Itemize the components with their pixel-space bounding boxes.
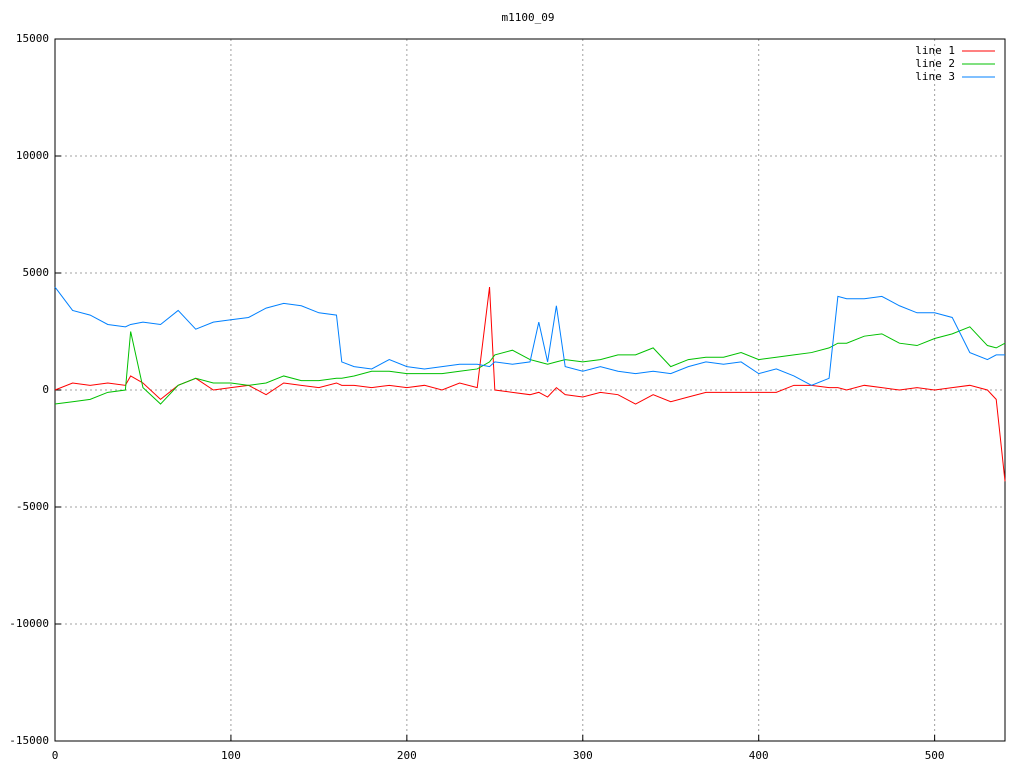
series-line (54, 286, 1006, 482)
x-tick-label: 200 (397, 749, 417, 762)
y-tick-label: 10000 (16, 149, 49, 162)
x-tick-label: 500 (925, 749, 945, 762)
legend-label: line 3 (915, 70, 955, 83)
x-tick-label: 100 (221, 749, 241, 762)
x-tick-label: 400 (749, 749, 769, 762)
legend-label: line 1 (915, 44, 955, 57)
chart-title: m1100_09 (502, 11, 555, 24)
y-tick-label: 0 (42, 383, 49, 396)
y-tick-label: -10000 (9, 617, 49, 630)
y-tick-label: 5000 (23, 266, 50, 279)
y-tick-label: -5000 (16, 500, 49, 513)
series-line (54, 326, 1006, 405)
y-tick-label: 15000 (16, 32, 49, 45)
x-tick-label: 300 (573, 749, 593, 762)
y-tick-label: -15000 (9, 734, 49, 747)
x-tick-label: 0 (52, 749, 59, 762)
legend-label: line 2 (915, 57, 955, 70)
series-line (54, 286, 1005, 386)
